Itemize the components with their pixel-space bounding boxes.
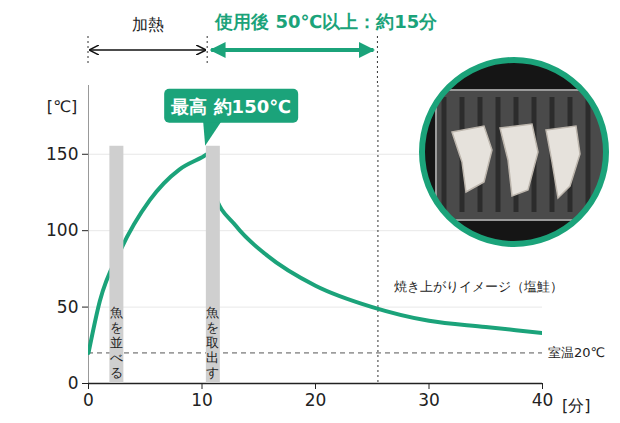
svg-text:室温20℃: 室温20℃ [548, 345, 605, 360]
svg-text:0: 0 [83, 390, 94, 410]
svg-text:魚: 魚 [206, 305, 219, 320]
svg-text:150: 150 [46, 144, 78, 164]
svg-text:[℃]: [℃] [47, 97, 77, 116]
svg-text:を: を [110, 320, 123, 335]
svg-text:す: す [206, 365, 219, 380]
svg-text:を: を [206, 320, 219, 335]
svg-text:10: 10 [191, 390, 213, 410]
svg-text:魚: 魚 [110, 305, 123, 320]
svg-text:べ: べ [110, 350, 123, 365]
svg-text:40: 40 [532, 390, 554, 410]
svg-text:る: る [110, 365, 123, 380]
svg-text:[分]: [分] [562, 396, 590, 415]
svg-text:30: 30 [418, 390, 440, 410]
svg-text:20: 20 [305, 390, 327, 410]
svg-text:出: 出 [206, 350, 219, 365]
svg-text:使用後 50℃以上：約15分: 使用後 50℃以上：約15分 [214, 11, 438, 32]
svg-text:焼き上がりイメージ（塩鮭）: 焼き上がりイメージ（塩鮭） [394, 279, 563, 294]
svg-text:加熱: 加熱 [132, 15, 164, 34]
svg-text:100: 100 [46, 220, 78, 240]
svg-text:取: 取 [206, 335, 219, 350]
svg-text:50: 50 [57, 297, 79, 317]
svg-text:最高 約150℃: 最高 約150℃ [170, 96, 291, 117]
svg-text:並: 並 [110, 335, 123, 350]
svg-text:0: 0 [68, 373, 79, 393]
